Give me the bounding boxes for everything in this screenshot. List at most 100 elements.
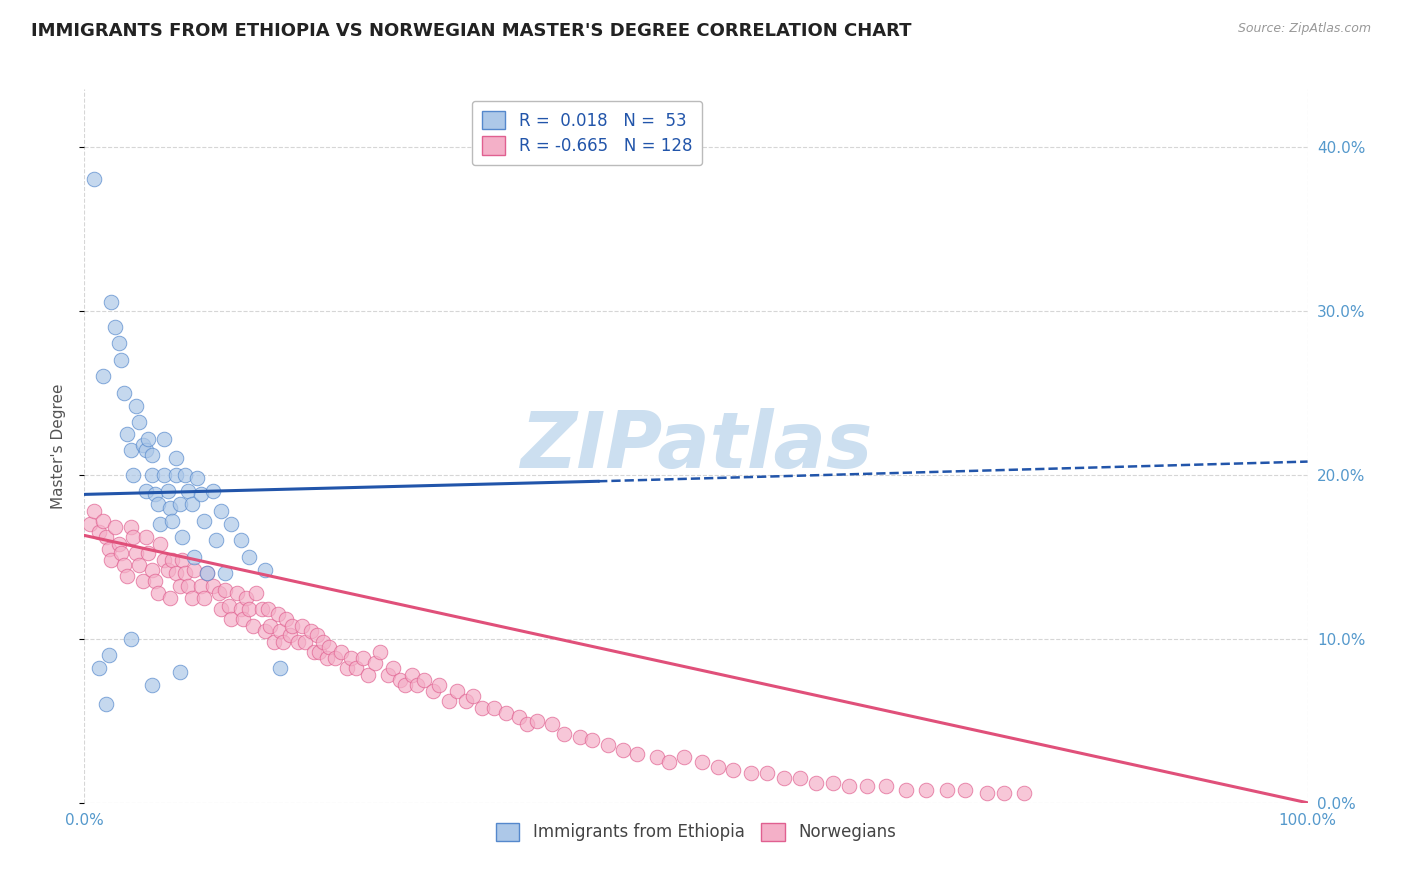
Point [132, 574, 155, 589]
Point [596, 739, 619, 753]
Point [83, 172, 105, 186]
Point [315, 651, 337, 665]
Point [87, 525, 110, 540]
Point [190, 487, 212, 501]
Point [755, 766, 778, 780]
Point [162, 553, 184, 567]
Point [181, 497, 204, 511]
Point [100, 295, 122, 310]
Point [214, 582, 236, 597]
Point [97, 541, 120, 556]
Point [526, 714, 548, 728]
Point [153, 432, 176, 446]
Point [165, 566, 187, 581]
Point [568, 730, 591, 744]
Point [340, 651, 363, 665]
Point [87, 661, 110, 675]
Point [516, 717, 538, 731]
Point [169, 497, 191, 511]
Point [401, 668, 423, 682]
Point [214, 566, 236, 581]
Point [482, 700, 505, 714]
Point [364, 657, 387, 671]
Point [259, 618, 281, 632]
Point [263, 635, 285, 649]
Point [915, 782, 938, 797]
Point [172, 553, 194, 567]
Point [91, 369, 114, 384]
Point [173, 566, 195, 581]
Point [165, 451, 187, 466]
Point [953, 782, 976, 797]
Point [707, 760, 730, 774]
Point [690, 755, 713, 769]
Point [276, 612, 298, 626]
Point [658, 755, 681, 769]
Point [352, 651, 374, 665]
Point [141, 448, 163, 462]
Point [79, 516, 101, 531]
Point [330, 645, 353, 659]
Point [162, 514, 184, 528]
Point [125, 399, 148, 413]
Point [195, 566, 218, 581]
Point [128, 415, 150, 429]
Point [141, 563, 163, 577]
Point [143, 574, 166, 589]
Point [110, 352, 132, 367]
Point [238, 602, 260, 616]
Point [278, 628, 301, 642]
Point [97, 648, 120, 662]
Point [291, 618, 314, 632]
Point [201, 579, 224, 593]
Point [454, 694, 477, 708]
Point [269, 661, 291, 675]
Point [269, 624, 291, 638]
Point [446, 684, 468, 698]
Point [856, 780, 879, 794]
Point [312, 635, 335, 649]
Point [463, 689, 485, 703]
Point [128, 558, 150, 572]
Point [104, 320, 127, 334]
Point [672, 750, 695, 764]
Y-axis label: Master's Degree: Master's Degree [51, 384, 66, 508]
Point [226, 586, 249, 600]
Point [159, 591, 181, 605]
Point [344, 661, 367, 675]
Point [146, 586, 169, 600]
Point [245, 586, 267, 600]
Point [201, 484, 224, 499]
Point [91, 514, 114, 528]
Point [789, 771, 811, 785]
Point [304, 645, 326, 659]
Point [173, 467, 195, 482]
Point [107, 536, 129, 550]
Point [804, 776, 827, 790]
Point [323, 651, 346, 665]
Point [135, 443, 157, 458]
Point [495, 706, 517, 720]
Point [193, 591, 215, 605]
Point [471, 700, 494, 714]
Point [104, 520, 127, 534]
Text: Source: ZipAtlas.com: Source: ZipAtlas.com [1237, 22, 1371, 36]
Point [153, 553, 176, 567]
Point [156, 563, 179, 577]
Point [581, 733, 603, 747]
Point [242, 618, 264, 632]
Point [238, 549, 260, 564]
Point [112, 558, 135, 572]
Legend: Immigrants from Ethiopia, Norwegians: Immigrants from Ethiopia, Norwegians [489, 816, 903, 848]
Point [271, 635, 294, 649]
Point [193, 514, 215, 528]
Point [721, 763, 744, 777]
Point [149, 536, 172, 550]
Point [294, 635, 316, 649]
Point [773, 771, 796, 785]
Point [553, 727, 575, 741]
Point [100, 553, 122, 567]
Point [935, 782, 957, 797]
Point [96, 530, 118, 544]
Point [156, 484, 179, 499]
